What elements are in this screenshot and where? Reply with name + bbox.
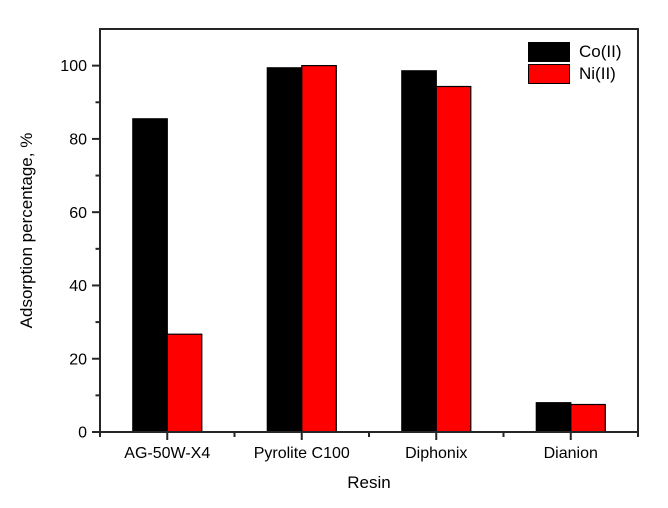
x-tick-label-pyrolite-c100: Pyrolite C100 — [254, 445, 350, 462]
x-tick-label-dianion: Dianion — [544, 445, 598, 462]
y-tick-label-0: 0 — [78, 425, 87, 442]
bar-co-ii-pyrolite-c100 — [266, 67, 303, 433]
y-tick-label-60: 60 — [69, 205, 87, 222]
y-tick-label-80: 80 — [69, 132, 87, 149]
bar-ni-ii-dianion — [570, 403, 606, 433]
y-tick-label-40: 40 — [69, 278, 87, 295]
bar-ni-ii-pyrolite-c100 — [301, 64, 337, 433]
chart-legend: Co(II) Ni(II) — [528, 42, 622, 86]
x-axis-title: Resin — [347, 473, 391, 492]
x-tick-label-diphonix: Diphonix — [405, 445, 467, 462]
legend-item-co: Co(II) — [528, 42, 622, 62]
bar-ni-ii-diphonix — [435, 85, 472, 433]
legend-swatch-ni — [528, 64, 570, 84]
bar-co-ii-dianion — [535, 402, 572, 433]
x-tick-label-ag-50w-x4: AG-50W-X4 — [124, 445, 210, 462]
y-axis-title: Adsorption percentage, % — [17, 132, 36, 329]
y-tick-label-100: 100 — [60, 58, 87, 75]
bar-ni-ii-ag-50w-x4 — [166, 333, 203, 433]
bar-co-ii-diphonix — [401, 70, 437, 433]
bar-co-ii-ag-50w-x4 — [132, 118, 168, 433]
legend-item-ni: Ni(II) — [528, 64, 622, 84]
legend-label-ni: Ni(II) — [579, 64, 616, 83]
legend-swatch-co — [528, 42, 570, 62]
legend-label-co: Co(II) — [579, 42, 622, 61]
y-tick-label-20: 20 — [69, 351, 87, 368]
